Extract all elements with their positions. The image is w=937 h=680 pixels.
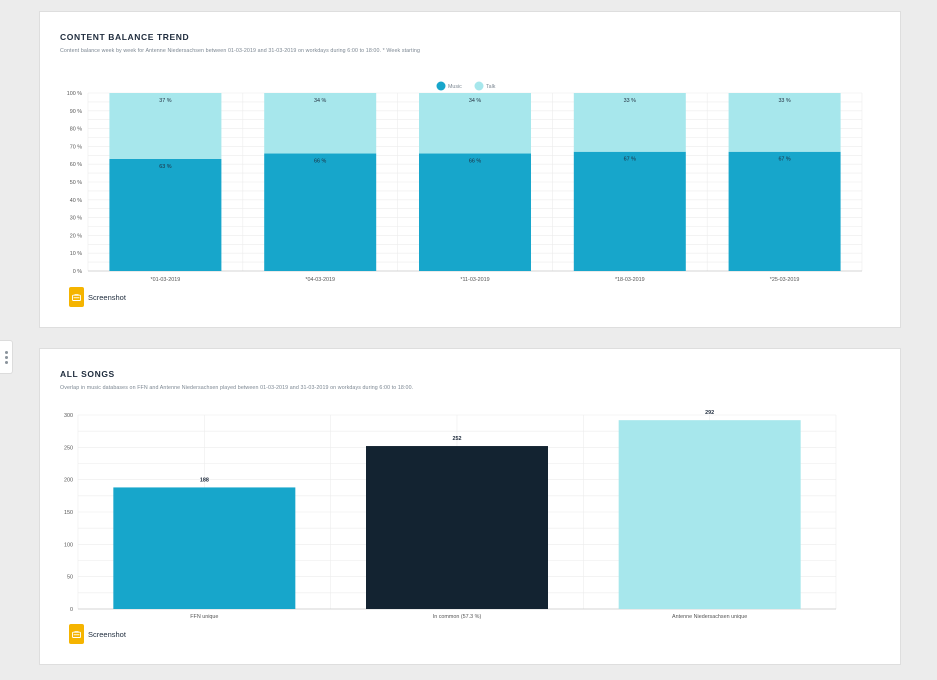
all-songs-chart: 0 50 100 150 200 250 300 188 FFN unique 252 In com… bbox=[64, 410, 837, 620]
data-label: 66 % bbox=[314, 159, 326, 165]
bar-music bbox=[728, 151, 841, 271]
data-label: 63 % bbox=[159, 164, 171, 170]
y-tick-label: 50 % bbox=[70, 180, 82, 186]
content-balance-chart: 0 % 10 % 20 % 30 % 40 % 50 % 60 % 70 % 80 % 90 % 1… bbox=[67, 81, 863, 283]
data-label: 67 % bbox=[624, 157, 636, 163]
x-tick-label: In common (57.3 %) bbox=[433, 614, 482, 620]
y-tick-label: 70 % bbox=[70, 144, 82, 150]
x-tick-label: *25-03-2019 bbox=[770, 277, 800, 283]
side-menu-handle[interactable] bbox=[0, 340, 13, 374]
bar-music bbox=[573, 151, 686, 271]
data-label: 67 % bbox=[778, 157, 790, 163]
data-label: 292 bbox=[705, 410, 714, 416]
y-tick-label: 150 bbox=[64, 510, 73, 516]
bar-music bbox=[264, 153, 377, 271]
card-subtitle: Content balance week by week for Antenne… bbox=[60, 48, 420, 54]
bar-talk bbox=[109, 93, 222, 159]
x-tick-label: *04-03-2019 bbox=[305, 277, 335, 283]
screenshot-label: Screenshot bbox=[88, 292, 126, 302]
more-vertical-icon bbox=[4, 350, 8, 354]
screenshot-button[interactable]: Screenshot bbox=[69, 624, 126, 644]
all-songs-card: ALL SONGS Overlap in music databases on … bbox=[39, 348, 901, 665]
x-tick-label: Antenne Niedersachsen unique bbox=[672, 614, 747, 620]
y-tick-label: 50 bbox=[67, 575, 73, 581]
bar bbox=[618, 420, 801, 609]
data-label: 37 % bbox=[159, 98, 171, 104]
y-tick-label: 250 bbox=[64, 445, 73, 451]
y-tick-label: 0 bbox=[70, 607, 73, 613]
data-label: 33 % bbox=[624, 98, 636, 104]
legend-marker-talk bbox=[474, 81, 484, 91]
bar bbox=[366, 446, 548, 609]
data-label: 252 bbox=[453, 436, 462, 442]
x-tick-label: *01-03-2019 bbox=[151, 277, 181, 283]
screenshot-label: Screenshot bbox=[88, 629, 126, 639]
y-tick-label: 90 % bbox=[70, 109, 82, 115]
y-tick-label: 100 % bbox=[67, 91, 82, 97]
y-tick-label: 0 % bbox=[73, 269, 82, 275]
bar bbox=[113, 487, 296, 609]
camera-icon bbox=[69, 287, 84, 307]
y-tick-label: 30 % bbox=[70, 216, 82, 222]
y-tick-label: 40 % bbox=[70, 198, 82, 204]
card-subtitle: Overlap in music databases on FFN and An… bbox=[60, 385, 414, 391]
legend-label-music: Music bbox=[448, 84, 462, 90]
bar-talk bbox=[573, 93, 686, 152]
bar-talk bbox=[419, 93, 531, 154]
y-tick-label: 300 bbox=[64, 413, 73, 419]
legend-label-talk: Talk bbox=[486, 84, 496, 90]
y-tick-label: 80 % bbox=[70, 127, 82, 133]
content-balance-card: CONTENT BALANCE TREND Content balance we… bbox=[39, 11, 901, 328]
y-tick-label: 60 % bbox=[70, 162, 82, 168]
card-title: ALL SONGS bbox=[60, 369, 115, 379]
screenshot-button[interactable]: Screenshot bbox=[69, 287, 126, 307]
x-tick-label: *18-03-2019 bbox=[615, 277, 645, 283]
data-label: 66 % bbox=[469, 159, 481, 165]
bar-talk bbox=[728, 93, 841, 152]
bar-talk bbox=[264, 93, 377, 154]
bar-music bbox=[109, 158, 222, 271]
y-tick-label: 200 bbox=[64, 478, 73, 484]
y-tick-label: 100 bbox=[64, 542, 73, 548]
data-label: 34 % bbox=[314, 98, 326, 104]
data-label: 188 bbox=[200, 477, 209, 483]
card-title: CONTENT BALANCE TREND bbox=[60, 32, 190, 42]
bar-music bbox=[419, 153, 531, 271]
camera-icon bbox=[69, 624, 84, 644]
y-tick-label: 10 % bbox=[70, 251, 82, 257]
y-tick-label: 20 % bbox=[70, 233, 82, 239]
x-tick-label: FFN unique bbox=[190, 614, 218, 620]
data-label: 34 % bbox=[469, 98, 481, 104]
data-label: 33 % bbox=[778, 98, 790, 104]
legend-marker-music bbox=[436, 81, 446, 91]
x-tick-label: *11-03-2019 bbox=[460, 277, 489, 283]
